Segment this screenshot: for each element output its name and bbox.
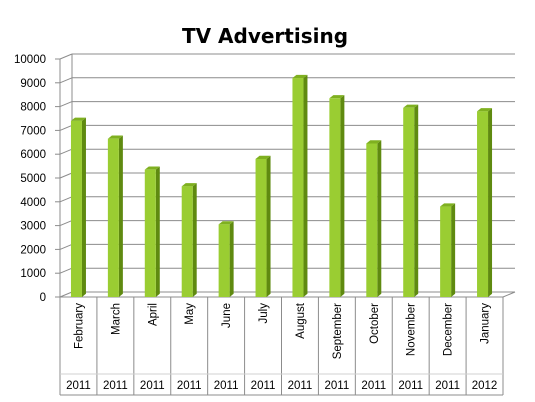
- bar-side: [303, 74, 308, 297]
- bar: [181, 186, 193, 297]
- bar-side: [81, 117, 86, 298]
- y-tick-label: 4000: [20, 197, 46, 209]
- bar-top: [477, 108, 493, 112]
- bar-side: [192, 183, 197, 297]
- gridline-connector: [59, 172, 73, 179]
- bar: [403, 107, 415, 297]
- y-tick-label: 7000: [20, 125, 46, 137]
- bar: [329, 98, 341, 298]
- bar-side: [451, 203, 456, 297]
- gridline-connector: [59, 148, 73, 155]
- x-year-label: 2011: [435, 380, 460, 392]
- bar-top: [366, 140, 382, 144]
- x-year-label: 2011: [398, 380, 423, 392]
- x-year-label: 2011: [288, 380, 313, 392]
- x-year-label: 2011: [251, 380, 276, 392]
- bar-top: [292, 74, 308, 79]
- y-tick-label: 0: [40, 292, 46, 304]
- gridline-connector: [59, 77, 73, 84]
- bar: [366, 143, 378, 297]
- x-category-label: September: [332, 303, 344, 359]
- x-category-label: May: [184, 303, 196, 325]
- x-year-label: 2011: [325, 380, 350, 392]
- x-category-label: August: [295, 302, 307, 339]
- x-year-label: 2012: [472, 380, 498, 392]
- gridline-connector: [59, 101, 73, 108]
- bar-side: [414, 104, 419, 297]
- x-year-label: 2011: [214, 380, 239, 392]
- bars-layer: [70, 74, 493, 298]
- x-category-label: February: [73, 303, 85, 349]
- x-year-label: 2011: [103, 380, 128, 392]
- bar-side: [155, 166, 160, 297]
- x-category-label: January: [480, 303, 492, 344]
- gridline-connector: [59, 196, 73, 203]
- x-category-label: April: [147, 303, 159, 326]
- bar-top: [70, 117, 86, 121]
- y-tick-label: 5000: [20, 173, 46, 185]
- bar-top: [107, 135, 123, 139]
- bar-top: [440, 203, 456, 207]
- y-tick-label: 9000: [20, 78, 46, 90]
- y-tick-label: 1000: [20, 268, 46, 280]
- y-tick-label: 8000: [20, 102, 46, 114]
- y-tick-label: 6000: [20, 149, 46, 161]
- x-axis-categories: February 2011 March 2011 April 2011 May 2011 Jun…: [59, 297, 504, 396]
- bar-side: [377, 140, 382, 297]
- x-category-label: October: [369, 303, 381, 344]
- chart-title: TV Advertising: [182, 24, 348, 48]
- bar-top: [144, 166, 160, 170]
- x-category-label: June: [221, 303, 233, 328]
- y-tick-label: 2000: [20, 244, 46, 256]
- x-category-label: July: [258, 303, 270, 324]
- bar: [70, 120, 82, 297]
- y-axis-ticks: 0 1000 2000 3000 4000 5000 6000 7000 8000 9000 100…: [14, 54, 60, 304]
- bar: [255, 158, 267, 297]
- bar-top: [403, 104, 419, 108]
- x-category-label: December: [443, 303, 455, 356]
- bar: [218, 224, 230, 297]
- bar: [477, 111, 489, 297]
- bar: [440, 206, 452, 297]
- bar: [292, 78, 304, 297]
- bar-top: [255, 155, 271, 159]
- floor-right-edge: [502, 291, 516, 298]
- y-tick-label: 10000: [14, 54, 46, 66]
- bar-side: [340, 95, 345, 297]
- gridline-connector: [59, 220, 73, 227]
- gridline-connector: [59, 124, 73, 131]
- bar: [144, 169, 156, 297]
- bar: [107, 138, 119, 297]
- x-year-label: 2011: [140, 380, 165, 392]
- x-year-label: 2011: [66, 380, 91, 392]
- bar-top: [218, 221, 234, 225]
- gridline-connector: [59, 53, 73, 60]
- bar-side: [118, 135, 123, 297]
- bar-side: [229, 221, 234, 297]
- gridline-connector: [59, 267, 73, 274]
- x-category-label: November: [406, 303, 418, 356]
- gridline-connector: [59, 291, 73, 298]
- x-year-label: 2011: [361, 380, 386, 392]
- bar-side: [266, 155, 271, 297]
- gridline-connector: [59, 243, 73, 250]
- bar-top: [329, 95, 345, 99]
- x-category-label: March: [110, 303, 122, 335]
- y-tick-label: 3000: [20, 221, 46, 233]
- x-year-label: 2011: [177, 380, 202, 392]
- bar-top: [181, 183, 197, 187]
- bar-side: [488, 108, 493, 297]
